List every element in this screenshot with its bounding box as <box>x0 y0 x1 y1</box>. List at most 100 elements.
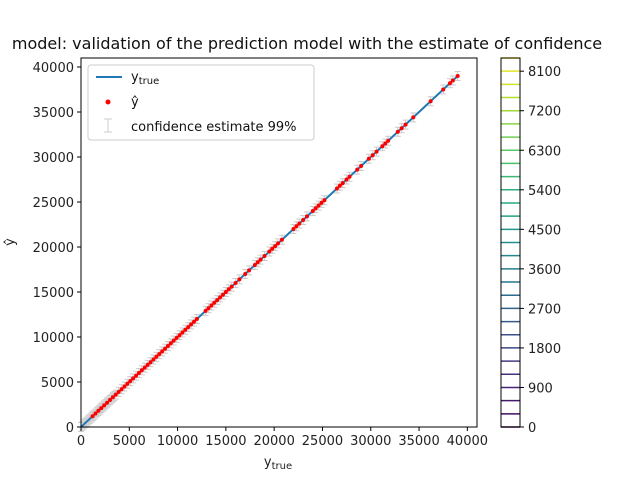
x-tick-label: 40000 <box>447 434 488 449</box>
prediction-point <box>131 376 136 381</box>
prediction-point <box>411 115 416 120</box>
prediction-point <box>99 406 104 411</box>
prediction-point <box>428 99 433 104</box>
prediction-point <box>192 319 197 324</box>
prediction-point <box>370 153 375 158</box>
prediction-point <box>258 257 263 262</box>
prediction-point <box>255 260 260 265</box>
prediction-point <box>270 246 275 251</box>
prediction-point <box>93 411 98 416</box>
prediction-point <box>139 368 144 373</box>
colorbar-ticks: 0 900 1800 2700 3600 4500 5400 6300 7200 8100 <box>520 65 561 436</box>
y-tick-label: 25000 <box>33 196 74 211</box>
legend-point-marker <box>105 99 111 105</box>
legend-label-yhat: ŷ <box>131 95 139 110</box>
colorbar-tick-label: 8100 <box>528 65 561 80</box>
prediction-point <box>233 281 238 285</box>
x-tick-label: 5000 <box>113 434 146 449</box>
prediction-point <box>399 126 404 131</box>
prediction-point <box>316 203 321 208</box>
prediction-point <box>366 156 371 161</box>
prediction-point <box>206 306 211 311</box>
colorbar-frame <box>500 57 521 428</box>
prediction-point <box>380 144 385 149</box>
prediction-point <box>359 164 364 168</box>
y-tick-label: 10000 <box>33 331 74 346</box>
x-tick-label: 35000 <box>398 434 439 449</box>
prediction-point <box>403 122 408 127</box>
prediction-point <box>168 341 173 346</box>
colorbar-tick-label: 7200 <box>528 105 561 120</box>
prediction-point <box>276 241 281 246</box>
prediction-point <box>319 200 324 205</box>
x-tick-label: 20000 <box>253 434 294 449</box>
plot-area: 0 5000 10000 15000 20000 25000 30000 35000 40000… <box>33 57 488 449</box>
x-axis-ticks: 0 5000 10000 15000 20000 25000 30000 35000 40000 <box>77 427 488 449</box>
chart-title: model: validation of the prediction mode… <box>12 34 602 53</box>
legend: ytrue ŷ confidence estimate 99% <box>87 64 315 141</box>
colorbar-tick-label: 6300 <box>528 144 561 159</box>
prediction-point <box>116 389 121 394</box>
x-tick-label: 10000 <box>157 434 198 449</box>
prediction-point <box>347 174 352 179</box>
prediction-point <box>267 249 272 254</box>
colorbar-tick-label: 0 <box>528 421 536 436</box>
prediction-point <box>226 287 231 292</box>
x-tick-label: 0 <box>77 434 85 449</box>
prediction-point <box>212 300 217 305</box>
prediction-point <box>334 186 339 191</box>
prediction-point <box>122 384 127 389</box>
prediction-point <box>455 74 460 78</box>
prediction-point <box>215 298 220 303</box>
prediction-point <box>203 308 208 313</box>
prediction-point <box>279 237 284 242</box>
prediction-point <box>189 322 194 327</box>
prediction-point <box>294 224 299 229</box>
y-tick-label: 0 <box>66 421 74 436</box>
prediction-point <box>322 198 327 203</box>
prediction-point <box>305 214 310 219</box>
y-tick-label: 40000 <box>33 61 74 76</box>
legend-label-confidence: confidence estimate 99% <box>131 120 297 135</box>
prediction-points <box>90 74 460 419</box>
prediction-point <box>262 254 267 258</box>
prediction-point <box>243 272 248 276</box>
colorbar-tick-label: 900 <box>528 381 553 396</box>
prediction-point <box>340 181 345 186</box>
colorbar: 0 900 1800 2700 3600 4500 5400 6300 7200 8100 <box>500 57 561 436</box>
prediction-point <box>447 81 452 86</box>
prediction-point <box>337 183 342 188</box>
prediction-point <box>145 362 150 367</box>
y-axis-ticks: 0 5000 10000 15000 20000 25000 30000 35000 40000 <box>33 61 81 436</box>
prediction-point <box>177 333 182 338</box>
prediction-point <box>194 317 199 321</box>
prediction-point <box>383 141 388 146</box>
y-tick-label: 35000 <box>33 106 74 121</box>
prediction-point <box>441 87 446 92</box>
prediction-point <box>148 360 153 365</box>
y-tick-label: 5000 <box>41 376 74 391</box>
colorbar-tick-label: 2700 <box>528 302 561 317</box>
prediction-point <box>386 138 391 143</box>
prediction-point <box>119 387 124 392</box>
colorbar-tick-label: 4500 <box>528 223 561 238</box>
legend-box <box>87 64 315 141</box>
prediction-point <box>186 325 191 330</box>
colorbar-levels <box>501 57 520 428</box>
prediction-point <box>247 268 252 273</box>
prediction-point <box>220 292 225 297</box>
prediction-point <box>125 381 130 386</box>
prediction-point <box>223 290 228 294</box>
prediction-point <box>291 227 296 231</box>
y-axis-label: ŷ <box>3 238 18 246</box>
prediction-point <box>229 284 234 289</box>
prediction-point <box>252 263 257 267</box>
x-tick-label: 25000 <box>302 434 343 449</box>
x-tick-label: 30000 <box>350 434 391 449</box>
x-tick-label: 15000 <box>205 434 246 449</box>
prediction-point <box>450 78 455 83</box>
prediction-point <box>134 373 139 378</box>
prediction-point <box>174 335 179 340</box>
prediction-point <box>160 349 165 354</box>
